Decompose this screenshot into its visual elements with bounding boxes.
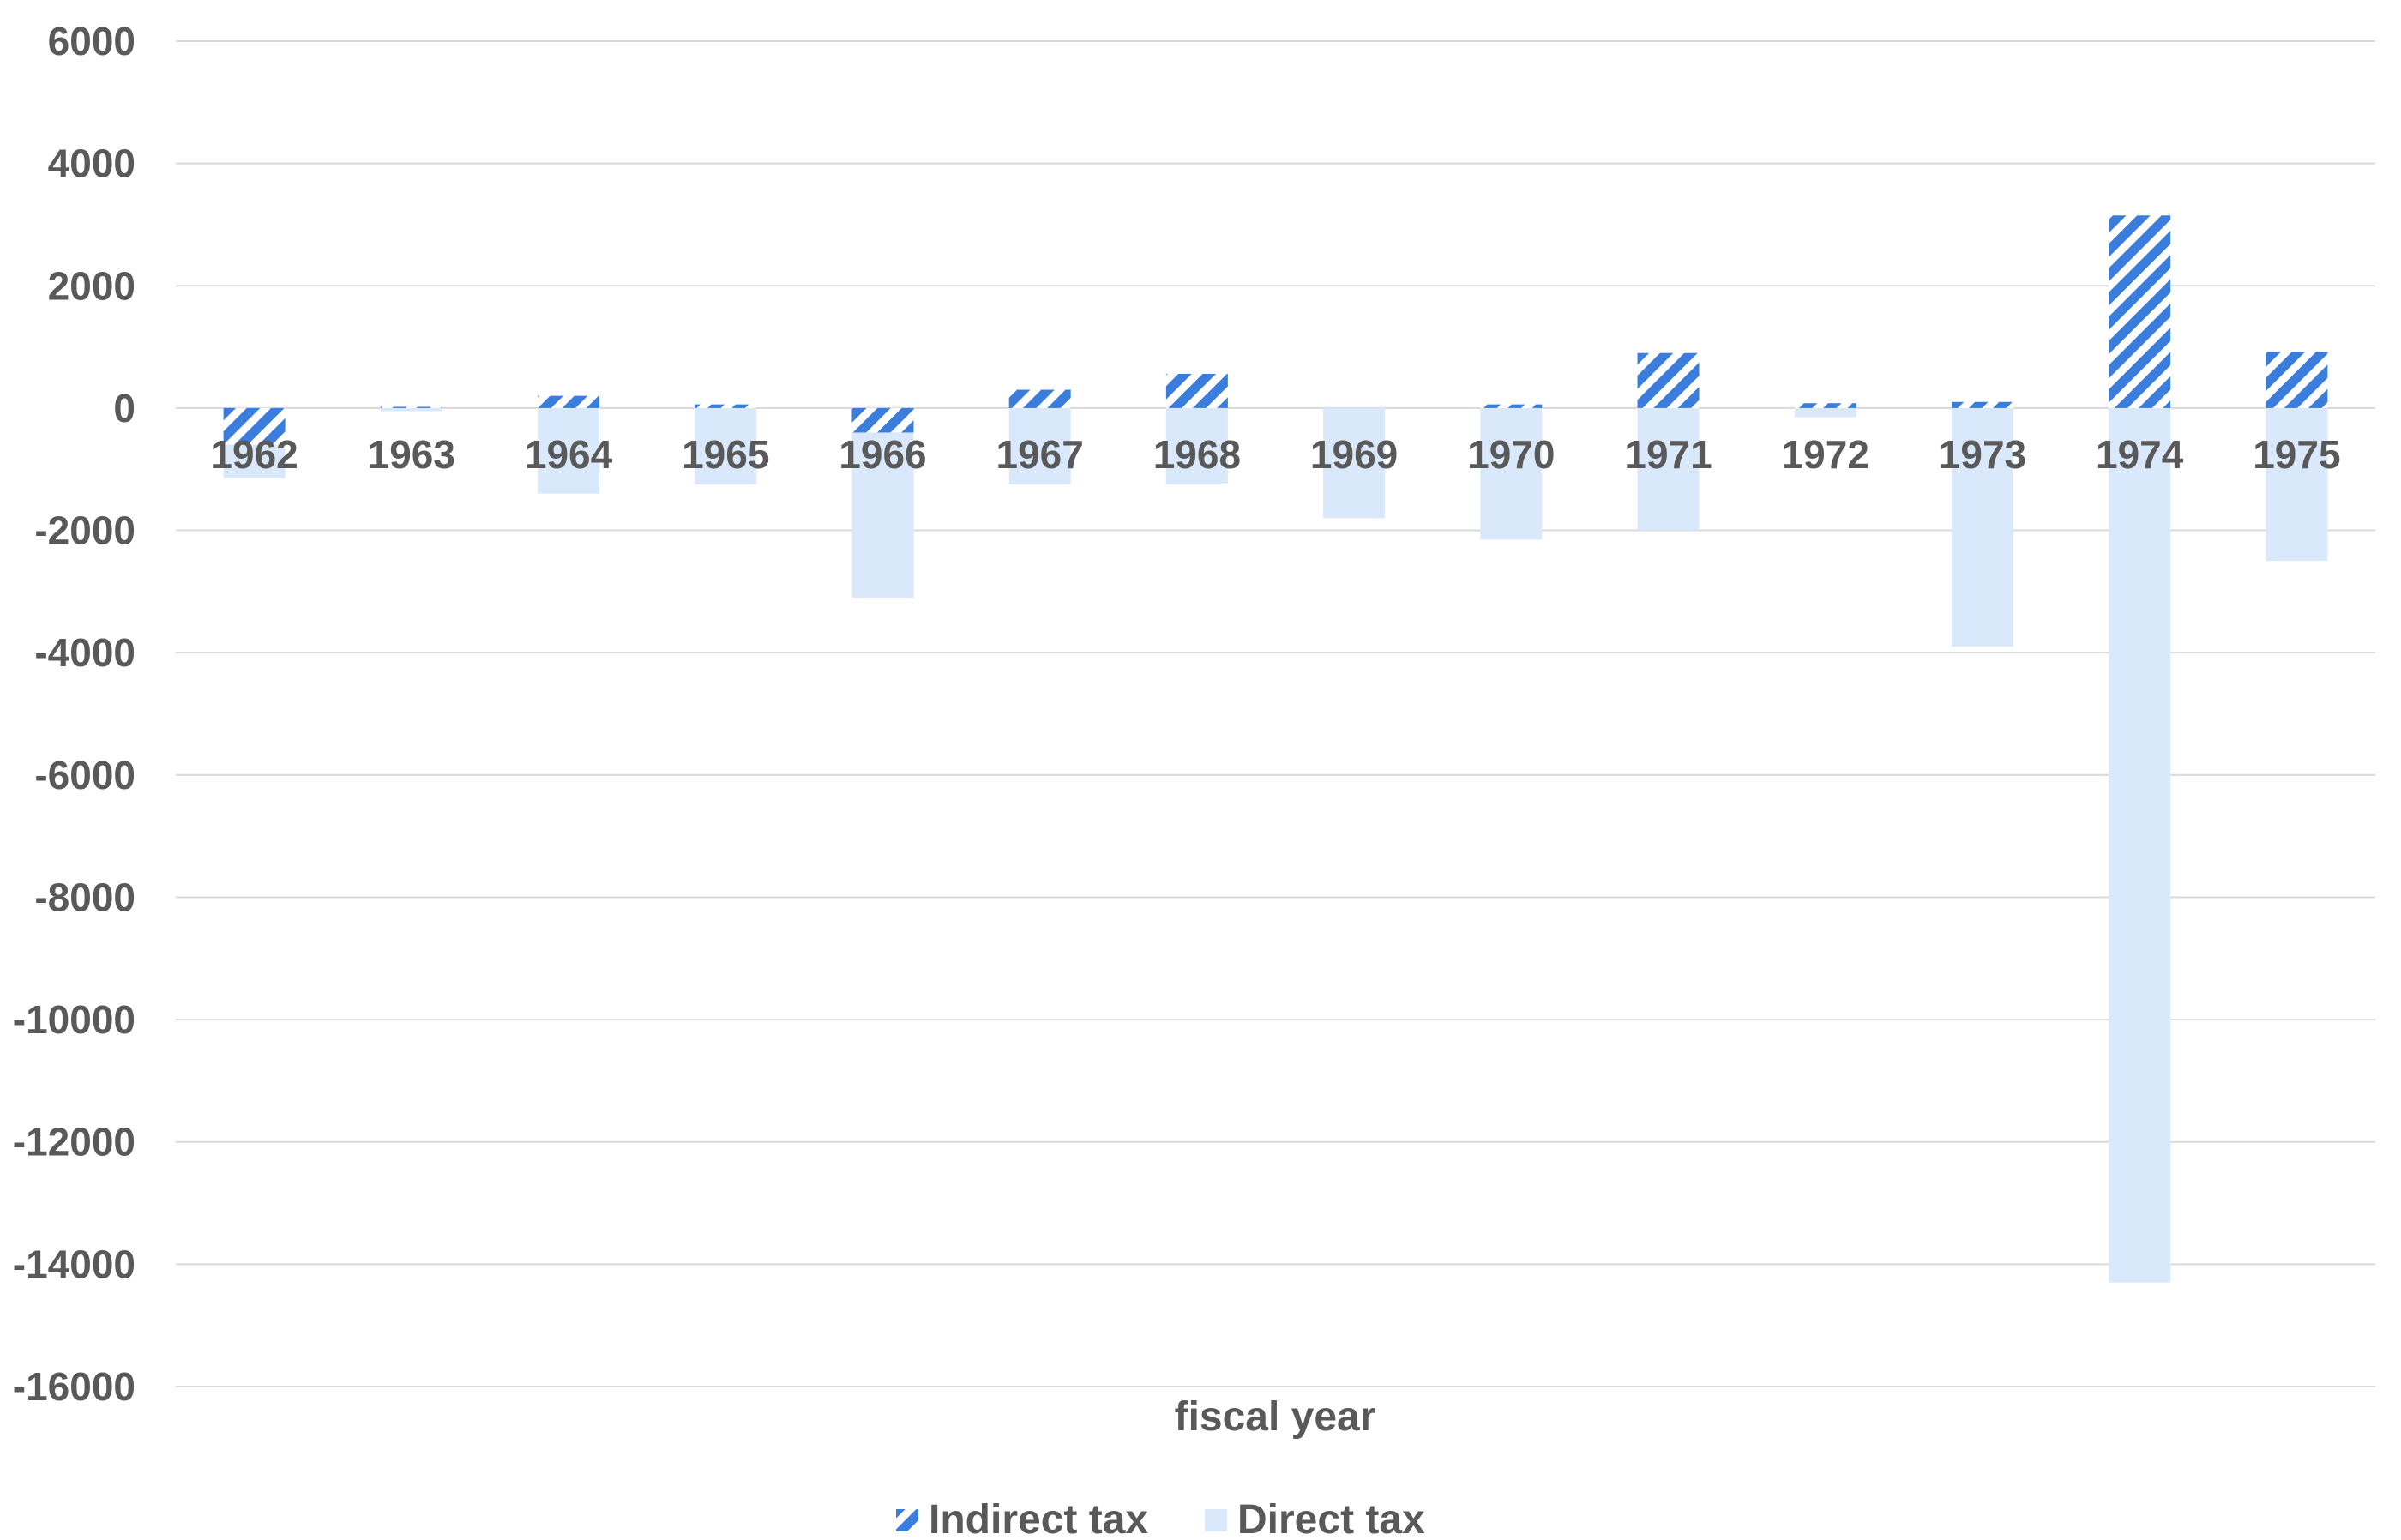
bar-indirect-tax-1971	[1637, 352, 1700, 408]
x-tick-label: 1963	[368, 432, 455, 477]
y-tick-label: 4000	[48, 141, 135, 186]
bar-direct-tax-1974	[2109, 407, 2171, 1283]
legend-swatch-indirect-tax	[896, 1509, 918, 1531]
y-tick-label: -4000	[34, 630, 135, 675]
bar-direct-tax-1970	[1480, 407, 1543, 540]
bar-indirect-tax-1962	[223, 407, 286, 445]
bar-direct-tax-1972	[1794, 407, 1856, 418]
gridlines	[176, 40, 2375, 1387]
y-tick-label: -8000	[34, 875, 135, 919]
bar-direct-tax-1963	[380, 407, 442, 412]
bar-direct-tax-1967	[1008, 407, 1071, 485]
y-tick-label: 0	[113, 386, 135, 430]
bar-direct-tax-1973	[1951, 407, 2013, 647]
bar-direct-tax-1964	[538, 407, 600, 494]
bar-direct-tax-1966	[851, 407, 914, 598]
y-tick-label: -10000	[13, 997, 135, 1042]
legend-swatch-direct-tax	[1205, 1509, 1227, 1531]
x-tick-label: 1964	[525, 432, 613, 477]
legend-label-indirect-tax: Indirect tax	[929, 1497, 1148, 1540]
legend: Indirect tax Direct tax	[896, 1497, 1425, 1540]
bar-indirect-tax-1965	[695, 404, 757, 408]
y-tick-label: -6000	[34, 753, 135, 797]
x-tick-label: 1966	[839, 432, 926, 477]
bar-indirect-tax-1970	[1480, 404, 1543, 408]
x-axis-title: fiscal year	[1175, 1394, 1376, 1440]
y-tick-label: -2000	[34, 508, 135, 553]
x-tick-label: 1965	[682, 432, 769, 477]
x-tick-label: 1971	[1624, 432, 1712, 477]
y-tick-label: 2000	[48, 263, 135, 308]
bar-indirect-tax-1963	[380, 406, 442, 408]
y-tick-label: 6000	[48, 19, 135, 63]
bar-indirect-tax-1974	[2109, 215, 2171, 408]
bar-direct-tax-1965	[695, 407, 757, 485]
x-axis-ticks: 1962 1963 1964 1965 1966 1967 1968 1969 1970 1971…	[210, 432, 2340, 477]
legend-label-direct-tax: Direct tax	[1237, 1497, 1425, 1540]
x-tick-label: 1967	[996, 432, 1084, 477]
x-tick-label: 1962	[210, 432, 298, 477]
bar-indirect-tax-1972	[1794, 403, 1856, 408]
x-tick-label: 1968	[1153, 432, 1241, 477]
bar-indirect-tax-1967	[1008, 389, 1071, 408]
bar-indirect-tax-1975	[2266, 352, 2328, 408]
y-axis-ticks: 6000 4000 2000 0 -2000 -4000 -6000 -8000 -10000 -…	[13, 19, 135, 1409]
y-tick-label: -16000	[13, 1364, 135, 1409]
bar-direct-tax-1968	[1165, 407, 1228, 485]
bar-indirect-tax-1966	[851, 407, 914, 433]
bars	[223, 215, 2328, 1283]
x-tick-label: 1972	[1782, 432, 1869, 477]
x-tick-label: 1974	[2096, 432, 2184, 477]
y-tick-label: -14000	[13, 1242, 135, 1286]
bar-indirect-tax-1968	[1165, 373, 1228, 408]
bar-direct-tax-1971	[1637, 407, 1700, 531]
x-tick-label: 1969	[1310, 432, 1398, 477]
bar-indirect-tax-1973	[1951, 401, 2013, 408]
x-tick-label: 1975	[2253, 432, 2340, 477]
y-tick-label: -12000	[13, 1120, 135, 1164]
x-tick-label: 1970	[1467, 432, 1555, 477]
x-tick-label: 1973	[1939, 432, 2026, 477]
bar-direct-tax-1969	[1323, 407, 1386, 519]
bar-indirect-tax-1964	[538, 395, 600, 408]
bar-direct-tax-1975	[2266, 407, 2328, 562]
